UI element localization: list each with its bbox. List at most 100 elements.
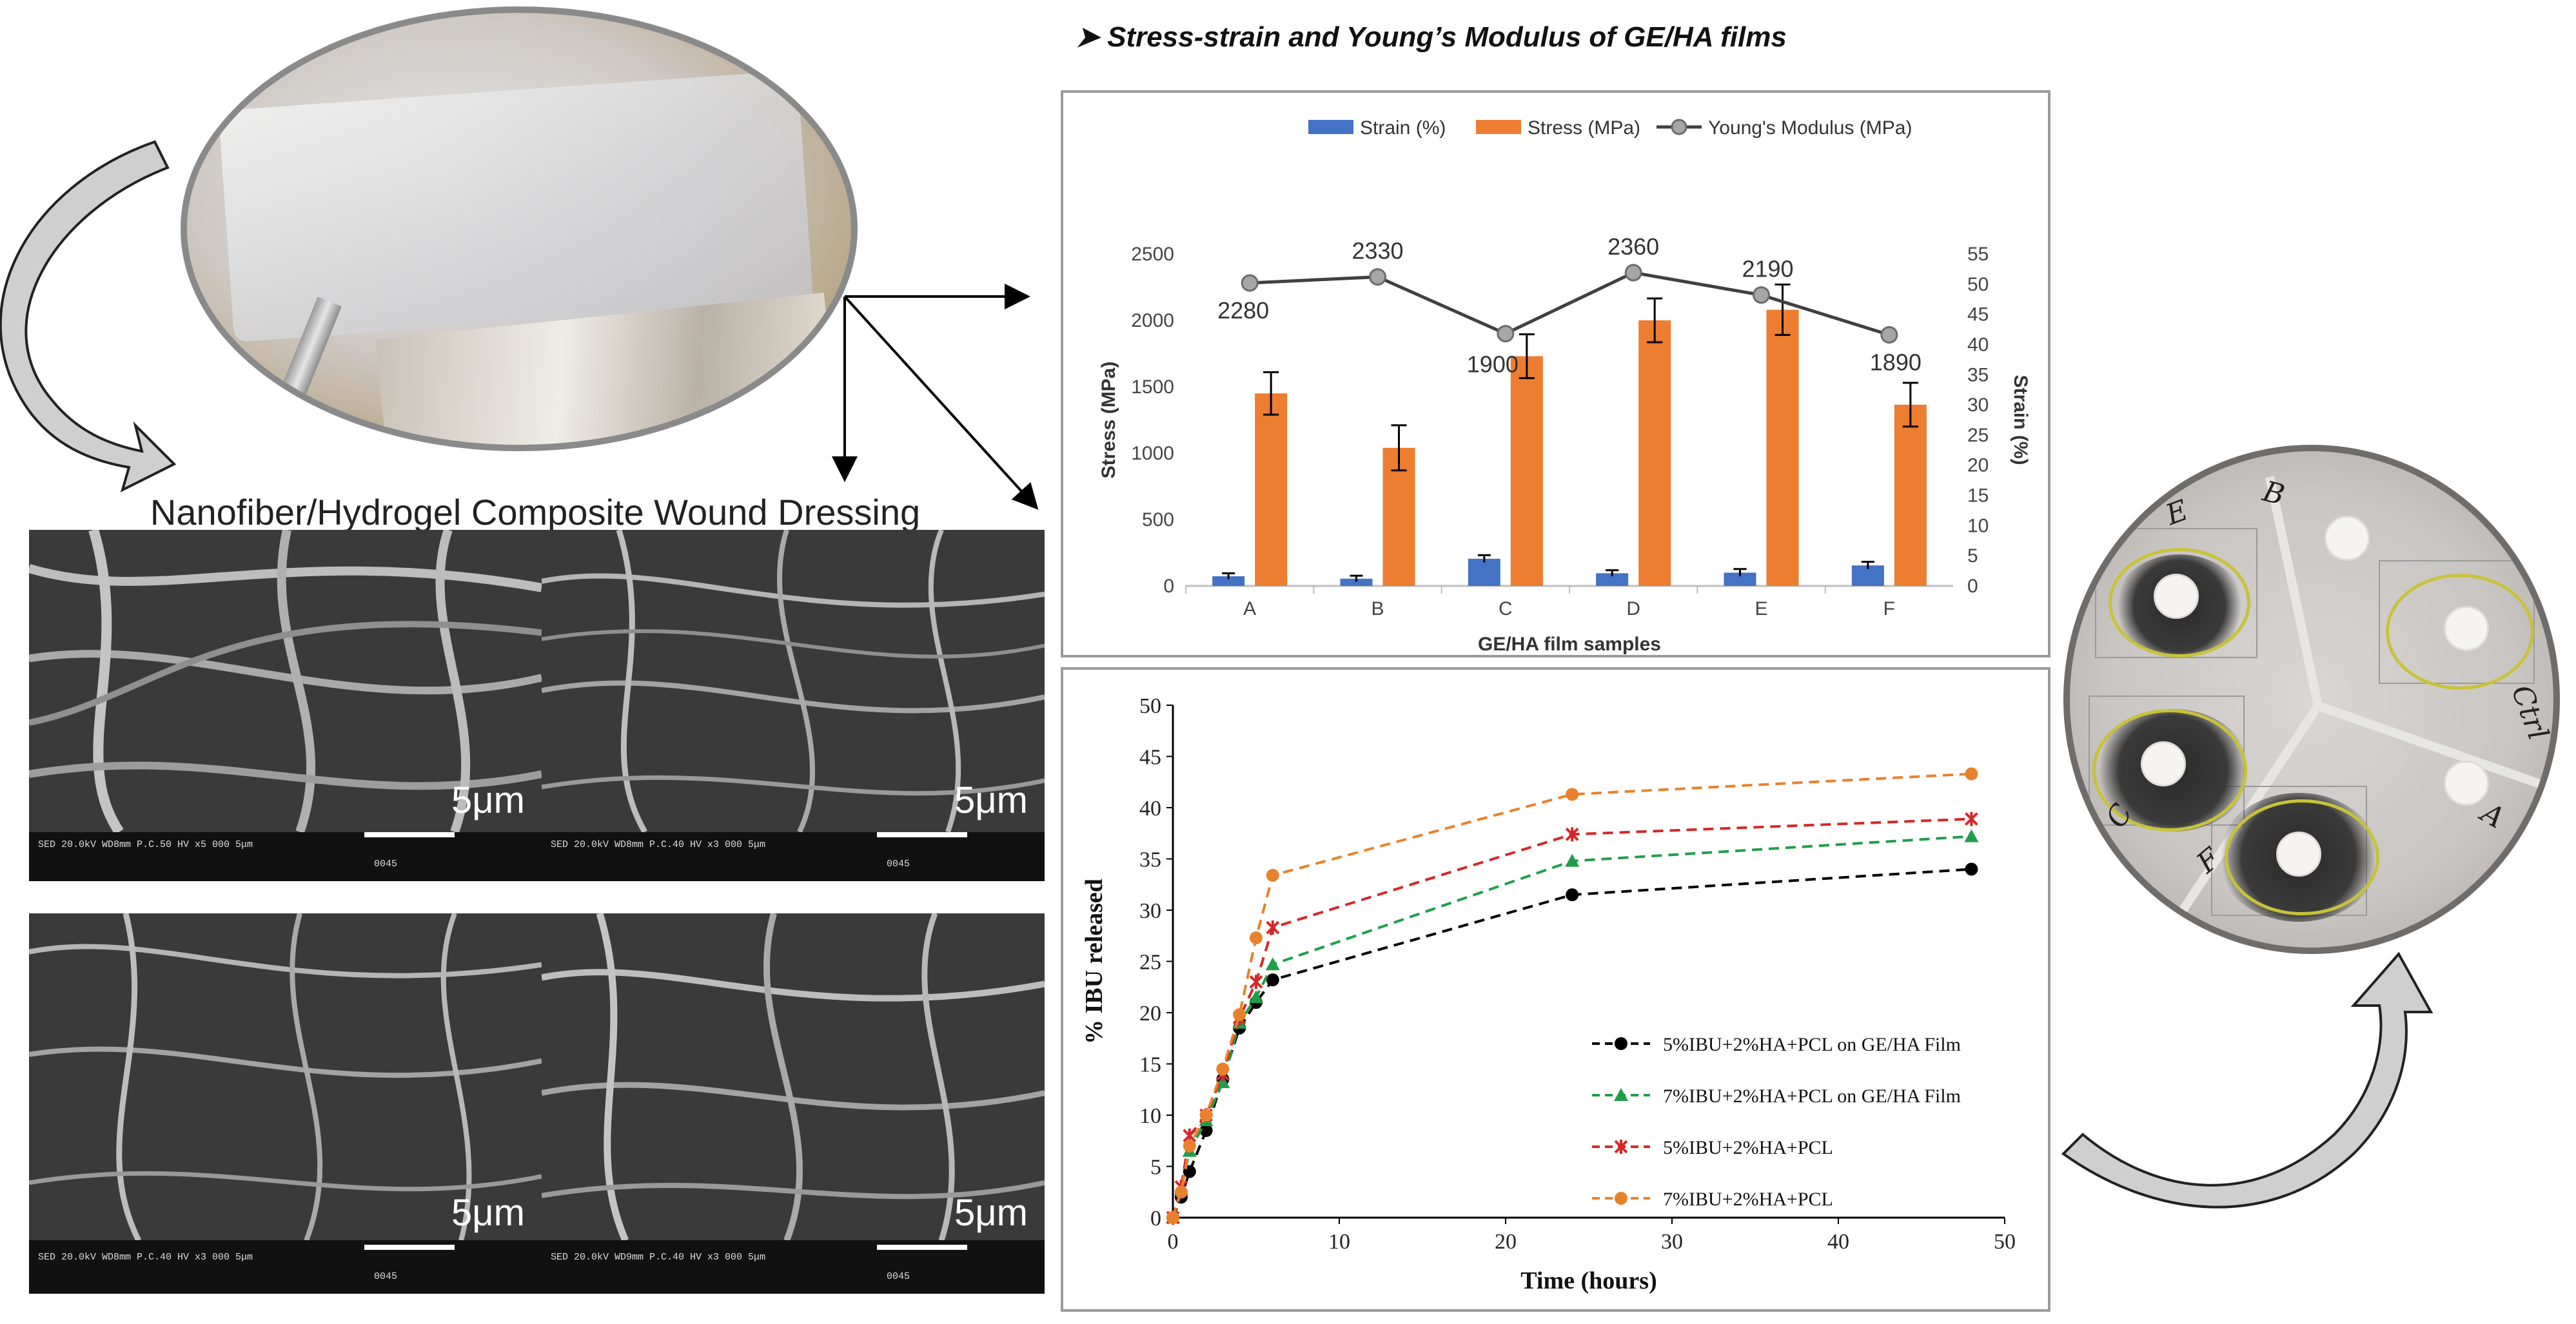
sem-image-1: 5μm SED 20.0kV WD8mm P.C.50 HV x5 000 5μ… — [29, 530, 542, 881]
y-axis-label-left: Stress (MPa) — [1098, 362, 1119, 479]
x-tick: 0 — [1168, 1230, 1179, 1254]
y-tick-right: 30 — [1967, 394, 1989, 416]
modulus-point-E — [1753, 286, 1770, 304]
legend-marker-1 — [1614, 1088, 1628, 1101]
y-tick: 20 — [1139, 1002, 1161, 1026]
section-title: ➤ Stress-strain and Young’s Modulus of G… — [1076, 21, 1787, 53]
composite-title: Nanofiber/Hydrogel Composite Wound Dress… — [150, 492, 921, 532]
strain-bar-C — [1468, 558, 1500, 586]
strain-bar-B — [1340, 578, 1373, 586]
scale-label: 5μm — [451, 779, 525, 821]
x-tick: 20 — [1495, 1230, 1517, 1254]
fiber-texture — [542, 530, 1045, 832]
scale-bar — [877, 1245, 967, 1250]
disc-a — [2444, 761, 2489, 806]
sem-info: SED 20.0kV WD8mm P.C.40 HV x3 000 5μm — [38, 1252, 253, 1263]
scale-bar — [364, 832, 455, 837]
x-axis-label: GE/HA film samples — [1478, 634, 1661, 655]
legend-swatch — [1308, 120, 1353, 134]
petri-dish: E B Ctrl A F C — [2063, 445, 2560, 954]
modulus-point-B — [1369, 268, 1386, 286]
y-tick-right: 45 — [1967, 304, 1989, 326]
legend-swatch — [1476, 120, 1521, 134]
x-tick-E: E — [1755, 598, 1767, 619]
strain-bar-A — [1212, 576, 1245, 586]
disc-b — [2325, 516, 2370, 561]
y-tick: 0 — [1150, 1207, 1161, 1231]
release-point-0-8 — [1566, 888, 1579, 902]
sem-image-4: 5μm SED 20.0kV WD9mm P.C.40 HV x3 000 5μ… — [542, 913, 1045, 1294]
y-tick: 5 — [1150, 1156, 1161, 1180]
release-point-1-8 — [1565, 853, 1580, 867]
x-tick-A: A — [1243, 598, 1256, 619]
stress-strain-chart: 0 500 1000 1500 2000 2500 0 5 10 15 20 25 30 35 40 45 50… — [1098, 117, 2031, 655]
sem-image-3: 5μm SED 20.0kV WD8mm P.C.40 HV x3 000 5μ… — [29, 913, 542, 1294]
release-point-3-1 — [1174, 1185, 1188, 1199]
y-tick-left: 1500 — [1131, 376, 1174, 398]
disc-c — [2141, 741, 2186, 786]
arrow-to-release-chart — [843, 295, 1039, 510]
legend-marker — [1671, 119, 1687, 135]
release-point-2-8 — [1565, 827, 1579, 842]
info-bar — [542, 832, 1045, 881]
release-point-2-9 — [1964, 812, 1978, 826]
sem-image-2: 5μm SED 20.0kV WD8mm P.C.40 HV x3 000 5μ… — [542, 530, 1045, 881]
stress-bar-E — [1766, 309, 1799, 586]
y-tick: 10 — [1139, 1104, 1161, 1128]
modulus-label-B: 2330 — [1352, 238, 1403, 264]
halo-ctrl — [2386, 574, 2534, 690]
y-tick-left: 2000 — [1131, 310, 1174, 331]
y-tick-right: 35 — [1967, 364, 1989, 385]
modulus-label-A: 2280 — [1217, 297, 1269, 324]
x-tick-B: B — [1371, 598, 1384, 619]
scale-label: 5μm — [954, 1192, 1028, 1234]
modulus-label-E: 2190 — [1742, 256, 1793, 282]
info-bar — [29, 832, 542, 881]
halo-c — [2092, 709, 2247, 832]
film-photo — [181, 6, 858, 451]
y-tick-right: 10 — [1967, 515, 1989, 536]
disc-f — [2276, 832, 2321, 877]
y-tick-right: 50 — [1967, 274, 1989, 295]
y-tick: 30 — [1139, 899, 1161, 923]
y-axis-label: % IBU released — [1081, 879, 1108, 1044]
y-axis-label-right: Strain (%) — [2010, 375, 2031, 465]
release-point-3-9 — [1965, 767, 1978, 781]
scale-bar — [364, 1245, 455, 1250]
legend-marker-0 — [1615, 1037, 1627, 1050]
release-point-3-4 — [1216, 1062, 1230, 1076]
release-point-2-6 — [1249, 975, 1263, 989]
release-line-2 — [1172, 817, 1972, 1218]
release-point-3-6 — [1250, 931, 1263, 944]
legend-marker-3 — [1615, 1192, 1627, 1205]
release-point-3-2 — [1183, 1139, 1196, 1153]
stress-bar-A — [1255, 393, 1288, 586]
y-tick-right: 20 — [1967, 455, 1989, 476]
fiber-texture — [29, 913, 542, 1241]
y-tick-right: 40 — [1967, 334, 1989, 355]
curved-arrow-right — [2061, 951, 2433, 1209]
stress-bar-F — [1894, 404, 1927, 586]
y-tick: 35 — [1139, 848, 1161, 872]
y-tick: 25 — [1139, 951, 1161, 975]
y-tick-right: 15 — [1967, 485, 1989, 507]
release-point-0-9 — [1965, 862, 1978, 876]
y-tick-right: 55 — [1967, 244, 1989, 265]
x-tick-D: D — [1626, 598, 1640, 619]
legend-label: Young's Modulus (MPa) — [1708, 117, 1912, 139]
curved-arrow-left — [0, 140, 177, 492]
y-tick: 50 — [1139, 694, 1161, 718]
x-tick: 40 — [1827, 1230, 1849, 1254]
y-tick: 45 — [1139, 746, 1161, 770]
sem-info: SED 20.0kV WD8mm P.C.50 HV x5 000 5μm — [38, 839, 253, 850]
strain-bar-D — [1596, 573, 1629, 586]
x-tick: 10 — [1328, 1230, 1350, 1254]
y-tick-left: 2500 — [1131, 244, 1174, 265]
modulus-label-D: 2360 — [1608, 233, 1659, 260]
x-tick: 50 — [1994, 1230, 2016, 1254]
sem-code: 0045 — [374, 1271, 398, 1282]
legend-label: Stress (MPa) — [1528, 117, 1640, 139]
modulus-label-C: 1900 — [1467, 351, 1519, 378]
release-point-3-3 — [1199, 1109, 1213, 1122]
sem-code: 0045 — [887, 859, 910, 870]
